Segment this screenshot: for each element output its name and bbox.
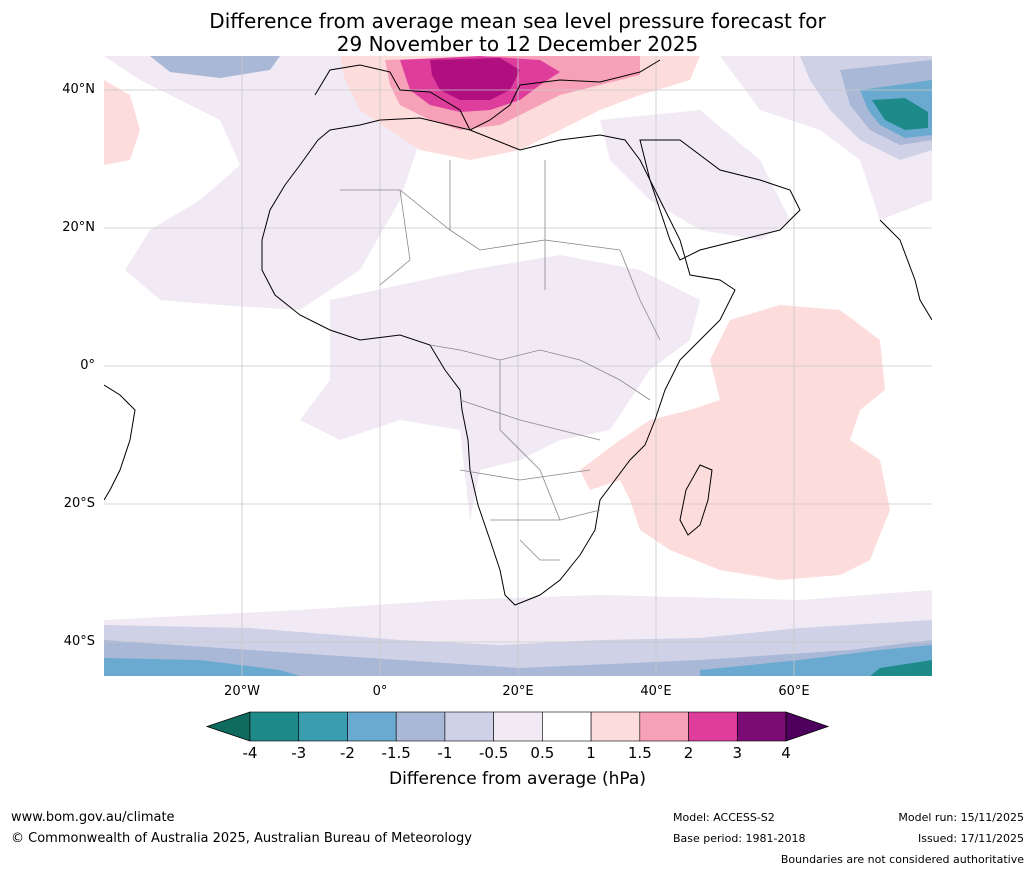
footer-copyright: © Commonwealth of Australia 2025, Austra… [11, 831, 472, 846]
anomaly-pos-0-5-atlantic [104, 80, 140, 165]
anomaly-neg-3-south [104, 658, 300, 676]
anomaly-neg-light-north [104, 56, 420, 310]
anomaly-neg-3-southeast [700, 645, 932, 676]
colorbar-segment [298, 711, 348, 742]
coast-india [879, 219, 932, 321]
colorbar-segment [444, 711, 494, 742]
footer-model-run: Model run: 15/11/2025 [898, 811, 1024, 824]
colorbar-tick-label: -2 [339, 744, 355, 762]
colorbar-tick-label: 2 [683, 744, 694, 762]
colorbar-label: Difference from average (hPa) [389, 769, 646, 789]
border-sahara [340, 160, 661, 341]
colorbar-tick-label: -4 [242, 744, 258, 762]
anomaly-pos-0-5-indian [580, 305, 890, 580]
anomaly-neg-4-southeast [870, 660, 932, 676]
coast-arabia [639, 139, 801, 261]
lon-label-0: 0° [372, 684, 388, 699]
coast-europe [314, 59, 661, 131]
colorbar-tick-label: -1 [437, 744, 453, 762]
map-title: Difference from average mean sea level p… [0, 10, 1035, 56]
colorbar-tick-label: 3 [732, 744, 743, 762]
lat-label-40s: 40°S [63, 634, 95, 649]
lat-label-40n: 40°N [62, 82, 95, 97]
footer-issued: Issued: 17/11/2025 [917, 832, 1024, 845]
colorbar-segment [347, 711, 397, 742]
colorbar-end-low [205, 711, 251, 742]
colorbar-tick-label: -0.5 [478, 744, 509, 762]
colorbar-tick-label: -1.5 [381, 744, 411, 762]
anomaly-neg-light-arabia [600, 110, 790, 240]
border-south [490, 509, 601, 561]
colorbar-tick-label: -3 [291, 744, 307, 762]
coast-africa [261, 117, 736, 606]
footer-model: Model: ACCESS-S2 [673, 811, 775, 824]
lon-label-60e: 60°E [778, 684, 810, 699]
colorbar-tick-label: 0.5 [530, 744, 555, 762]
anomaly-pos-2-med [430, 58, 520, 100]
colorbar-segment [542, 711, 592, 742]
colorbar [205, 711, 830, 742]
title-line-2: 29 November to 12 December 2025 [336, 32, 699, 56]
colorbar-tick-label: 1 [586, 744, 596, 762]
colorbar-segment [639, 711, 689, 742]
lon-label-20w: 20°W [224, 684, 260, 699]
anomaly-neg-northwest [150, 56, 280, 78]
footer-url: www.bom.gov.au/climate [11, 810, 175, 825]
border-central [429, 344, 651, 521]
colorbar-segment [493, 711, 543, 742]
colorbar-segment [249, 711, 300, 742]
colorbar-segment [688, 711, 738, 742]
footer-base-period: Base period: 1981-2018 [673, 832, 806, 845]
colorbar-end-high [785, 711, 830, 742]
colorbar-segment [590, 711, 641, 742]
lat-label-20n: 20°N [62, 220, 95, 235]
colorbar-segment [736, 711, 787, 742]
coast-south-america [104, 384, 136, 501]
anomaly-neg-asia-4 [872, 98, 928, 130]
coast-madagascar [679, 464, 713, 536]
coastlines [104, 59, 932, 606]
lat-label-0: 0° [80, 358, 95, 373]
lon-label-20e: 20°E [502, 684, 534, 699]
country-borders [340, 160, 661, 561]
colorbar-tick-label: 1.5 [627, 744, 652, 762]
colorbar-segment [395, 711, 446, 742]
lat-label-20s: 20°S [63, 496, 95, 511]
title-line-1: Difference from average mean sea level p… [209, 9, 826, 33]
anomaly-neg-2-south [104, 640, 932, 676]
map-area [104, 56, 932, 676]
footer-disclaimer: Boundaries are not considered authoritat… [780, 853, 1024, 866]
lon-label-40e: 40°E [640, 684, 672, 699]
colorbar-tick-label: 4 [781, 744, 791, 762]
